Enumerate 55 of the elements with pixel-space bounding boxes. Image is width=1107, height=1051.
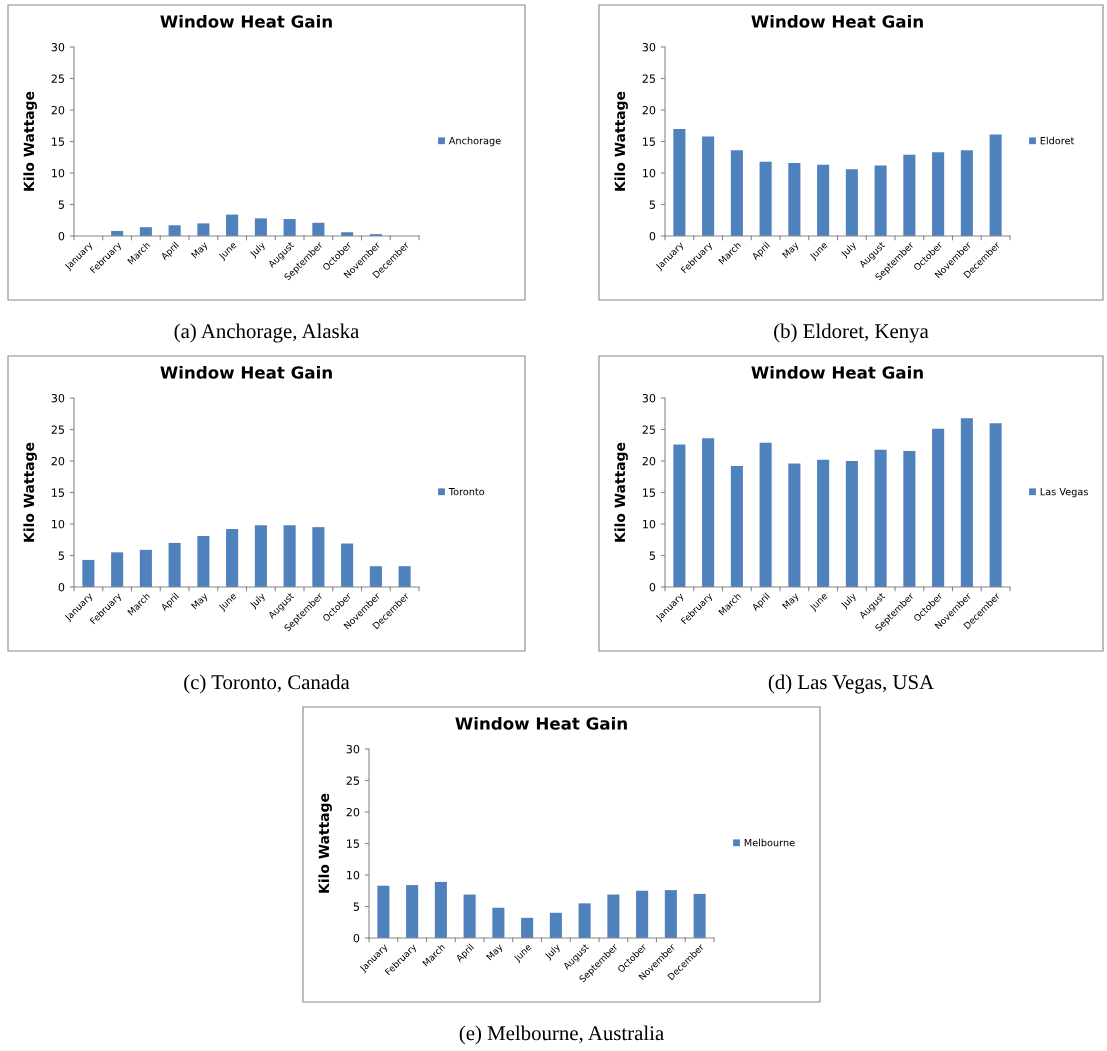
text: (e) Melbourne, Australia <box>459 1025 664 1045</box>
y-tick-label: 25 <box>51 74 64 83</box>
y-tick-label: 0 <box>58 582 65 592</box>
y-axis-title: Kilo Wattage <box>614 91 628 191</box>
y-tick-label: 10 <box>52 168 65 178</box>
y-tick-label: 10 <box>643 519 656 529</box>
y-tick-label: 15 <box>347 839 359 848</box>
y-tick-label: 10 <box>643 168 656 178</box>
y-tick-label: 25 <box>346 776 359 785</box>
y-tick-label: 0 <box>58 231 65 241</box>
y-tick-label: 10 <box>52 519 65 529</box>
y-axis-title: Kilo Wattage <box>23 91 37 191</box>
chart-title: Window Heat Gain <box>455 716 627 730</box>
y-tick-label: 5 <box>58 551 64 560</box>
y-tick-label: 5 <box>649 200 655 209</box>
chart-title: Window Heat Gain <box>751 14 923 28</box>
y-tick-label: 20 <box>51 105 65 115</box>
y-tick-label: 15 <box>52 488 64 497</box>
y-tick-label: 30 <box>51 42 65 52</box>
y-tick-label: 5 <box>58 200 64 209</box>
chart-title: Window Heat Gain <box>751 365 923 379</box>
legend-label: Toronto <box>448 488 485 496</box>
y-tick-label: 5 <box>353 902 359 911</box>
y-tick-label: 20 <box>51 456 65 466</box>
legend-label: Anchorage <box>448 136 501 147</box>
y-axis-title: Kilo Wattage <box>614 442 628 542</box>
y-tick-label: 0 <box>353 933 360 943</box>
chart-title: Window Heat Gain <box>160 14 332 28</box>
y-tick-label: 15 <box>643 137 655 146</box>
y-tick-label: 30 <box>346 744 360 754</box>
text: (a) Anchorage, Alaska <box>174 323 360 343</box>
text: (d) Las Vegas, USA <box>768 674 934 694</box>
y-tick-label: 20 <box>642 456 656 466</box>
y-tick-label: 15 <box>52 137 64 146</box>
y-tick-label: 25 <box>642 74 655 83</box>
y-tick-label: 10 <box>347 870 360 880</box>
legend-label: Melbourne <box>744 838 795 847</box>
y-tick-label: 25 <box>51 425 64 434</box>
y-tick-label: 20 <box>346 807 360 817</box>
y-tick-label: 5 <box>649 551 655 560</box>
text: (b) Eldoret, Kenya <box>774 323 929 343</box>
y-axis-title: Kilo Wattage <box>318 793 332 893</box>
legend-label: Las Vegas <box>1040 488 1088 498</box>
y-axis-title: Kilo Wattage <box>23 442 37 542</box>
y-tick-label: 15 <box>643 488 655 497</box>
y-tick-label: 0 <box>649 231 656 241</box>
y-tick-label: 25 <box>642 425 655 434</box>
y-tick-label: 20 <box>642 105 656 115</box>
text: (c) Toronto, Canada <box>184 674 350 694</box>
chart-title: Window Heat Gain <box>160 365 332 379</box>
y-tick-label: 30 <box>642 393 656 403</box>
y-tick-label: 30 <box>51 393 65 403</box>
y-tick-label: 0 <box>649 582 656 592</box>
legend-label: Eldoret <box>1040 136 1075 145</box>
y-tick-label: 30 <box>642 42 656 52</box>
